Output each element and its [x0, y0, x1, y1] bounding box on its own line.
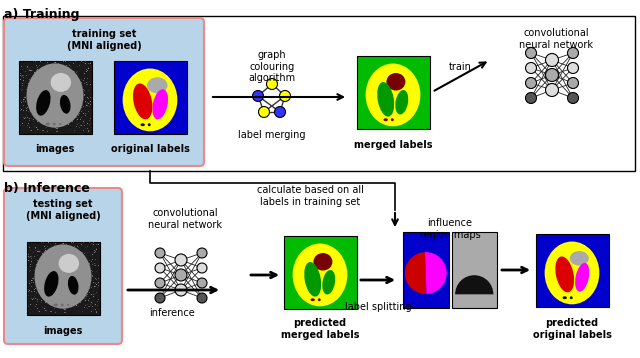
Ellipse shape [314, 253, 332, 271]
Ellipse shape [556, 256, 574, 292]
Circle shape [266, 78, 278, 90]
FancyBboxPatch shape [4, 18, 204, 166]
Text: images: images [44, 326, 83, 336]
Wedge shape [455, 275, 493, 294]
Ellipse shape [152, 89, 168, 119]
Ellipse shape [148, 123, 151, 126]
Circle shape [155, 293, 165, 303]
Ellipse shape [387, 73, 405, 91]
Ellipse shape [323, 270, 335, 295]
Ellipse shape [147, 77, 168, 93]
Text: label splitting: label splitting [345, 302, 412, 312]
Ellipse shape [545, 242, 600, 304]
Ellipse shape [59, 123, 61, 125]
Ellipse shape [575, 263, 589, 292]
Circle shape [545, 68, 559, 82]
Text: merged labels: merged labels [354, 140, 432, 150]
Ellipse shape [61, 304, 64, 306]
Ellipse shape [68, 276, 79, 295]
Bar [19, 61, 92, 134]
Text: b) Inference: b) Inference [4, 182, 90, 195]
Circle shape [568, 77, 579, 88]
Circle shape [197, 293, 207, 303]
Ellipse shape [36, 90, 51, 116]
Ellipse shape [377, 82, 394, 117]
Ellipse shape [141, 123, 145, 126]
Ellipse shape [292, 243, 348, 306]
Circle shape [545, 53, 559, 67]
Bar [403, 232, 449, 308]
Text: predicted
merged labels: predicted merged labels [281, 318, 359, 340]
Bar [451, 232, 497, 308]
FancyBboxPatch shape [4, 188, 122, 344]
Text: convolutional
neural network: convolutional neural network [519, 28, 593, 50]
Circle shape [568, 63, 579, 73]
Circle shape [175, 284, 187, 296]
Circle shape [280, 91, 291, 102]
Circle shape [175, 269, 187, 281]
Ellipse shape [35, 245, 92, 309]
Ellipse shape [318, 298, 321, 301]
Circle shape [197, 263, 207, 273]
Ellipse shape [391, 118, 394, 121]
Wedge shape [405, 252, 426, 294]
Circle shape [525, 63, 536, 73]
Text: predicted
original labels: predicted original labels [532, 318, 611, 340]
Text: train: train [449, 62, 472, 72]
Bar [3, 16, 635, 171]
Ellipse shape [26, 63, 83, 128]
Circle shape [253, 91, 264, 102]
Text: label merging: label merging [238, 130, 306, 140]
Ellipse shape [51, 73, 71, 92]
Ellipse shape [133, 83, 152, 119]
Ellipse shape [59, 254, 79, 273]
Ellipse shape [570, 296, 573, 299]
Bar [356, 55, 429, 129]
Text: inference: inference [149, 308, 195, 318]
Text: testing set
(MNI aligned): testing set (MNI aligned) [26, 199, 100, 221]
Circle shape [568, 92, 579, 103]
Text: original labels: original labels [111, 144, 189, 154]
Ellipse shape [310, 298, 315, 301]
Circle shape [197, 278, 207, 288]
Circle shape [259, 106, 269, 117]
Text: images: images [35, 144, 75, 154]
Text: calculate based on all
labels in training set: calculate based on all labels in trainin… [257, 185, 364, 207]
Circle shape [568, 48, 579, 58]
Wedge shape [425, 252, 447, 294]
Text: convolutional
neural network: convolutional neural network [148, 208, 222, 229]
Text: training set
(MNI aligned): training set (MNI aligned) [67, 29, 141, 50]
Bar [26, 242, 99, 314]
Circle shape [525, 48, 536, 58]
Ellipse shape [365, 63, 420, 126]
Ellipse shape [123, 68, 177, 131]
Ellipse shape [67, 304, 69, 306]
Text: influence
region maps: influence region maps [420, 218, 481, 240]
Bar [536, 233, 609, 306]
Circle shape [155, 263, 165, 273]
Circle shape [275, 106, 285, 117]
Ellipse shape [383, 118, 388, 121]
Circle shape [155, 248, 165, 258]
Ellipse shape [44, 271, 58, 297]
Ellipse shape [60, 95, 70, 114]
Circle shape [197, 248, 207, 258]
Circle shape [525, 92, 536, 103]
Bar [113, 61, 186, 134]
Ellipse shape [570, 251, 589, 266]
Text: a) Training: a) Training [4, 8, 79, 21]
Ellipse shape [45, 122, 50, 125]
Ellipse shape [54, 304, 58, 306]
Text: graph
colouring
algorithm: graph colouring algorithm [248, 50, 296, 83]
Circle shape [545, 83, 559, 97]
Ellipse shape [396, 90, 408, 115]
Circle shape [155, 278, 165, 288]
Circle shape [525, 77, 536, 88]
Circle shape [175, 254, 187, 266]
Ellipse shape [53, 122, 56, 125]
Ellipse shape [304, 262, 321, 297]
Bar [284, 236, 356, 309]
Ellipse shape [563, 296, 567, 299]
